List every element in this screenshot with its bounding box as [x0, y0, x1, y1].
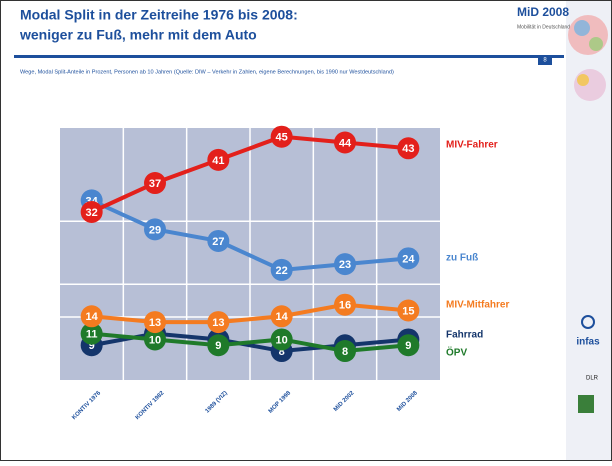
point — [334, 253, 356, 276]
data-label: 10 — [276, 334, 288, 346]
data-label: 27 — [212, 236, 224, 248]
data-label: 9 — [215, 340, 221, 352]
point — [207, 311, 230, 334]
point — [334, 340, 356, 363]
data-label: 11 — [86, 329, 98, 341]
side-decor — [568, 15, 608, 413]
header-rule — [14, 55, 564, 58]
point — [270, 258, 293, 281]
logo-sub: Mobilität in Deutschland — [517, 24, 570, 30]
point — [80, 201, 103, 223]
point — [144, 311, 166, 334]
data-label: 37 — [149, 178, 161, 190]
point — [270, 305, 293, 328]
data-label: 29 — [149, 224, 161, 236]
data-label: 15 — [402, 305, 414, 317]
point — [397, 299, 420, 322]
data-label: 9 — [89, 340, 95, 352]
point — [397, 137, 420, 160]
data-label: 44 — [339, 137, 352, 149]
data-label: 13 — [149, 317, 161, 329]
data-label: 14 — [276, 311, 289, 323]
data-label: 43 — [402, 143, 414, 155]
logo: MiD 2008 — [517, 5, 569, 19]
data-label: 16 — [339, 300, 351, 312]
page-box — [538, 55, 552, 65]
point — [270, 328, 293, 351]
data-label: 23 — [339, 259, 351, 271]
legend-label: MIV-Mitfahrer — [446, 300, 509, 311]
data-label: 8 — [342, 346, 348, 358]
point — [144, 172, 166, 195]
legend-label: MIV-Fahrer — [446, 140, 498, 151]
point — [80, 322, 103, 345]
point — [80, 305, 103, 328]
data-label: 41 — [212, 155, 224, 167]
data-label: 10 — [149, 334, 161, 346]
data-label: 24 — [402, 253, 415, 265]
point — [144, 218, 166, 241]
point — [207, 334, 230, 357]
legend-label: zu Fuß — [446, 253, 478, 264]
point — [334, 131, 356, 154]
data-label: 32 — [86, 207, 98, 219]
point — [334, 293, 356, 316]
note: Wege, Modal Split-Anteile in Prozent, Pe… — [20, 69, 394, 75]
legend-label: Fahrrad — [446, 330, 483, 341]
point — [144, 328, 166, 351]
data-label: 14 — [86, 311, 99, 323]
data-label: 13 — [212, 317, 224, 329]
point — [207, 229, 230, 252]
point — [397, 247, 420, 270]
side-logo: infas — [576, 337, 600, 348]
subtitle: weniger zu Fuß, mehr mit dem Auto — [19, 27, 257, 43]
data-label: 22 — [276, 265, 288, 277]
data-label: 45 — [276, 132, 288, 144]
point — [207, 148, 230, 171]
data-label: 9 — [405, 340, 411, 352]
side-logo: DLR — [586, 376, 599, 382]
data-label: 8 — [279, 346, 285, 358]
legend-label: ÖPV — [446, 346, 467, 359]
page-number: 8 — [543, 58, 547, 64]
point — [270, 125, 293, 148]
title: Modal Split in der Zeitreihe 1976 bis 20… — [20, 7, 298, 23]
point — [397, 334, 420, 357]
